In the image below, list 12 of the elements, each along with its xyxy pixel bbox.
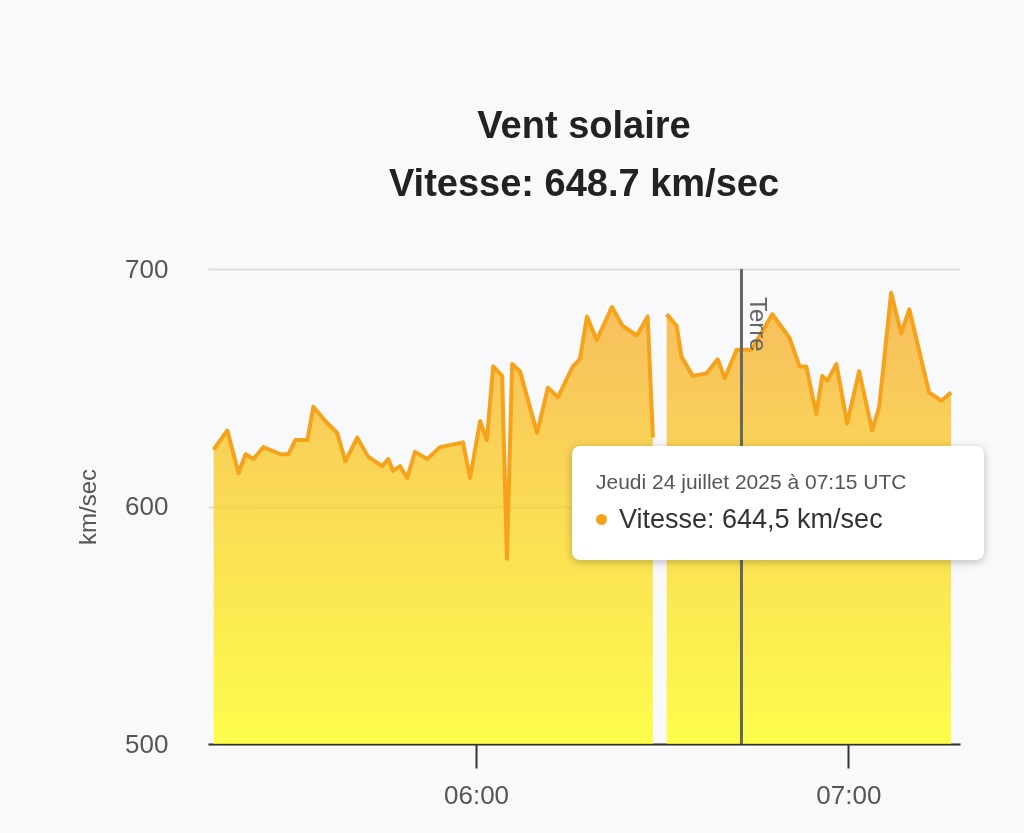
y-tick-label: 600 (125, 491, 169, 521)
chart-title: Vent solaire (477, 104, 691, 146)
annotation: Vitesse: 644,5 km/sec (618, 504, 884, 535)
y-tick-label: 500 (125, 728, 169, 759)
y-tick-label: 700 (125, 253, 169, 284)
x-tick-label: 07:00 (816, 779, 882, 810)
x-tick-label: 06:00 (444, 779, 510, 810)
y-axis-title: km/sec (74, 468, 102, 546)
annotation: Jeudi 24 juillet 2025 à 07:15 UTC (596, 470, 908, 494)
tooltip-box: Jeudi 24 juillet 2025 à 07:15 UTC Vitesse: 644,5 km/sec (572, 446, 984, 560)
ref-line-label: Terre (745, 297, 773, 352)
chart-subtitle: Vitesse: 648.7 km/sec (388, 162, 780, 204)
